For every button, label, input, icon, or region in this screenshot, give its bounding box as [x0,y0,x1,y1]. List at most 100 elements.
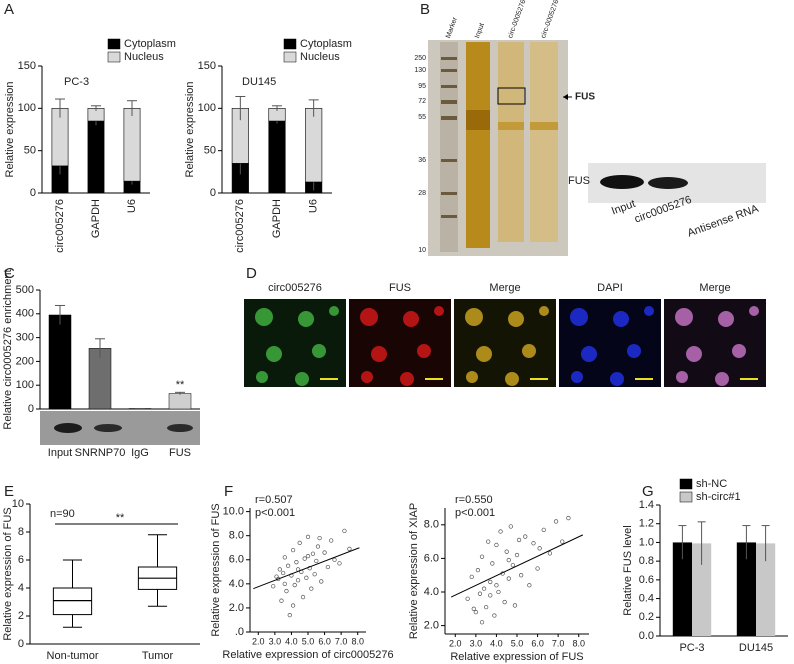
cell [570,308,588,326]
point [479,620,485,625]
point [312,572,317,577]
x-tick-label: 5.0 [302,636,315,646]
point [508,524,513,529]
x-tick-label: Input [48,447,72,459]
y-tick-label: 100 [198,102,216,114]
y-tick-label: 8.0 [424,519,439,531]
bar [168,393,192,410]
point [523,534,528,539]
x-tick-label: 6.0 [531,638,544,648]
point [560,539,565,544]
gel-image [428,40,572,256]
x-tick-label: 2.0 [252,636,265,646]
point [514,552,520,558]
panel-label: E [4,483,14,500]
cell [505,372,519,386]
point [506,576,511,581]
y-axis-label: Relative expression of XIAP [408,503,420,639]
western-row-label: FUS [568,175,590,187]
legend-swatch [679,491,693,503]
y-tick-label: 0 [210,187,216,199]
channel-label: FUS [389,282,411,294]
marker-size: 28 [418,190,426,197]
y-tick-label: 6 [18,554,24,566]
y-tick-label: 0.0 [639,630,654,642]
point [305,534,311,540]
point [496,589,501,595]
legend-swatch [283,51,297,63]
y-tick-label: 0.4 [639,592,654,604]
x-tick-label: U6 [308,199,320,213]
x-tick-label: GAPDH [271,199,283,238]
point [317,535,322,541]
x-tick-label: GAPDH [90,199,102,238]
point [481,586,487,591]
point [488,579,493,585]
bar [756,543,776,636]
annotation: p<0.001 [455,507,495,519]
point [302,556,307,561]
point [309,586,314,591]
cell [522,344,536,358]
y-axis-label: Relative expression [184,82,196,178]
cell [539,306,549,316]
y-tick-label: 2.0 [424,620,439,632]
y-tick-label: 4.0 [229,578,244,590]
legend-label: sh-NC [696,478,727,490]
point [325,564,331,570]
y-tick-label: 50 [204,145,216,157]
point [304,575,309,580]
y-tick-label: 8 [18,526,24,538]
bar [672,542,692,636]
cell [255,308,273,326]
lane-label: Input [474,22,486,39]
y-tick-label: 2.0 [229,602,244,614]
cell [465,308,483,326]
point [337,561,342,566]
panel-label: C [4,265,15,282]
y-axis-label: Relative expression of FUS [2,507,14,640]
point [282,581,287,586]
point [471,606,476,611]
point [527,583,532,588]
legend-label: Cytoplasm [124,38,176,50]
x-tick-label: 2.0 [449,638,462,648]
lane-label: Marker [445,16,459,39]
point [479,554,485,559]
channel-label: Merge [489,282,520,294]
trend-line [253,547,360,590]
point [332,557,337,562]
panel-label: B [420,1,430,18]
point [294,560,299,565]
cell [417,344,431,358]
point [506,557,511,563]
point [494,542,499,548]
point [315,544,321,549]
panel-label: G [642,483,654,500]
point [553,519,559,524]
subtitle: DU145 [242,76,276,88]
y-tick-label: 500 [16,284,34,296]
point [498,529,503,534]
point [282,555,287,560]
annotation: n=90 [50,508,75,520]
point [477,591,483,596]
point [486,539,491,544]
box [52,587,93,616]
annotation: r=0.507 [255,494,293,506]
rip-gel-image [40,411,200,445]
legend-label: Nucleus [124,51,164,63]
western-blot-image [588,163,766,203]
bar-segment [123,108,141,182]
cell [298,311,314,327]
point [518,573,524,578]
x-tick-label: PC-3 [679,642,704,654]
point [510,562,516,568]
y-tick-label: 400 [16,308,34,320]
point [483,604,489,610]
y-tick-label: 1.2 [639,518,654,530]
bar-segment [305,108,323,183]
lane-label: circ-0005276 [507,0,527,39]
marker-size: 55 [418,114,426,121]
